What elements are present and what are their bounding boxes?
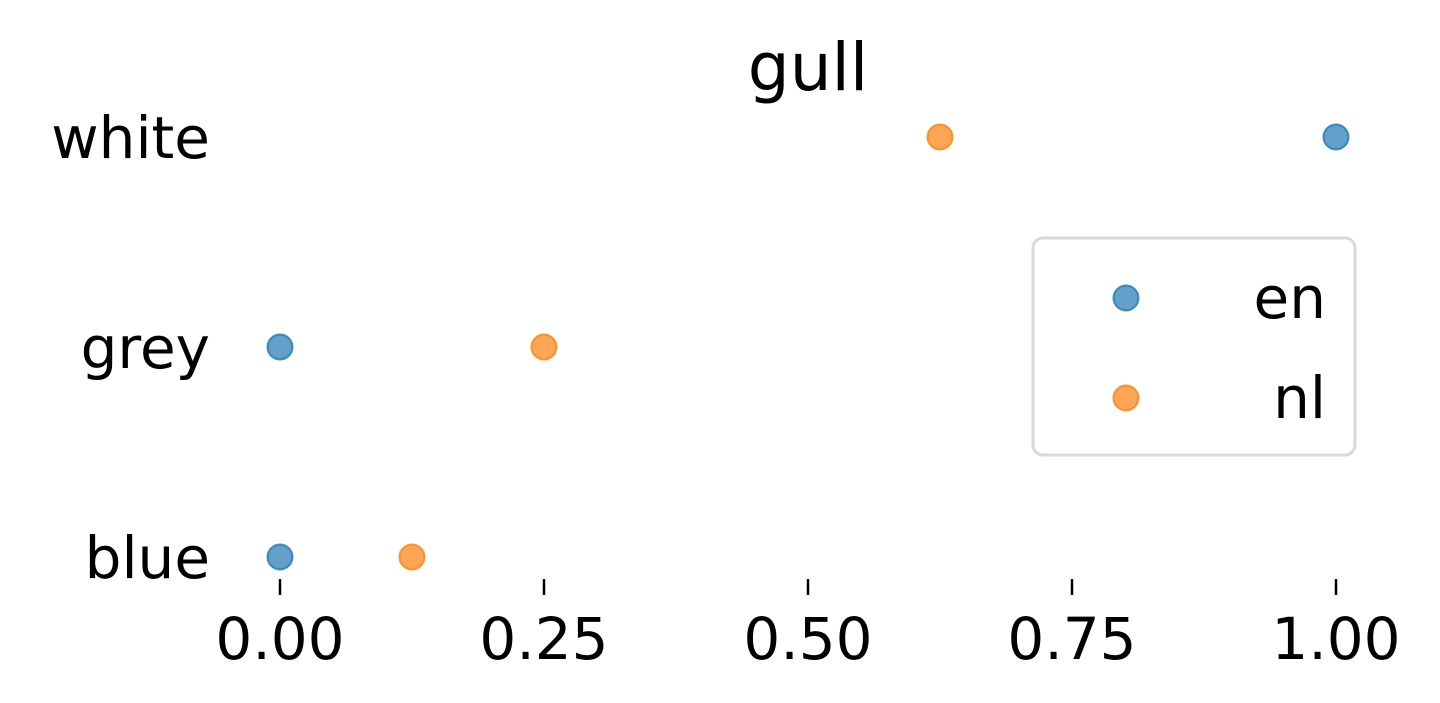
legend-marker-nl — [1112, 384, 1140, 412]
point-en-blue — [266, 543, 294, 571]
data-points — [266, 123, 1350, 571]
chart-title: gull — [748, 29, 868, 106]
x-tick-label: 0.00 — [215, 605, 344, 673]
legend-marker-en — [1112, 284, 1140, 312]
legend: en nl — [1031, 236, 1357, 457]
category-label-white: white — [51, 104, 210, 172]
legend-label-nl: nl — [1273, 364, 1326, 432]
x-tick-label: 1.00 — [1271, 605, 1400, 673]
point-nl-grey — [530, 333, 558, 361]
point-nl-blue — [398, 543, 426, 571]
point-en-grey — [266, 333, 294, 361]
x-tick-label: 0.25 — [479, 605, 608, 673]
category-label-blue: blue — [85, 524, 210, 592]
x-axis: 0.00 0.25 0.50 0.75 1.00 — [215, 579, 1401, 673]
y-axis-labels: white grey blue — [51, 104, 210, 592]
category-label-grey: grey — [81, 314, 210, 382]
legend-label-en: en — [1254, 264, 1326, 332]
point-nl-white — [926, 123, 954, 151]
x-tick-label: 0.50 — [743, 605, 872, 673]
x-tick-label: 0.75 — [1007, 605, 1136, 673]
point-en-white — [1322, 123, 1350, 151]
